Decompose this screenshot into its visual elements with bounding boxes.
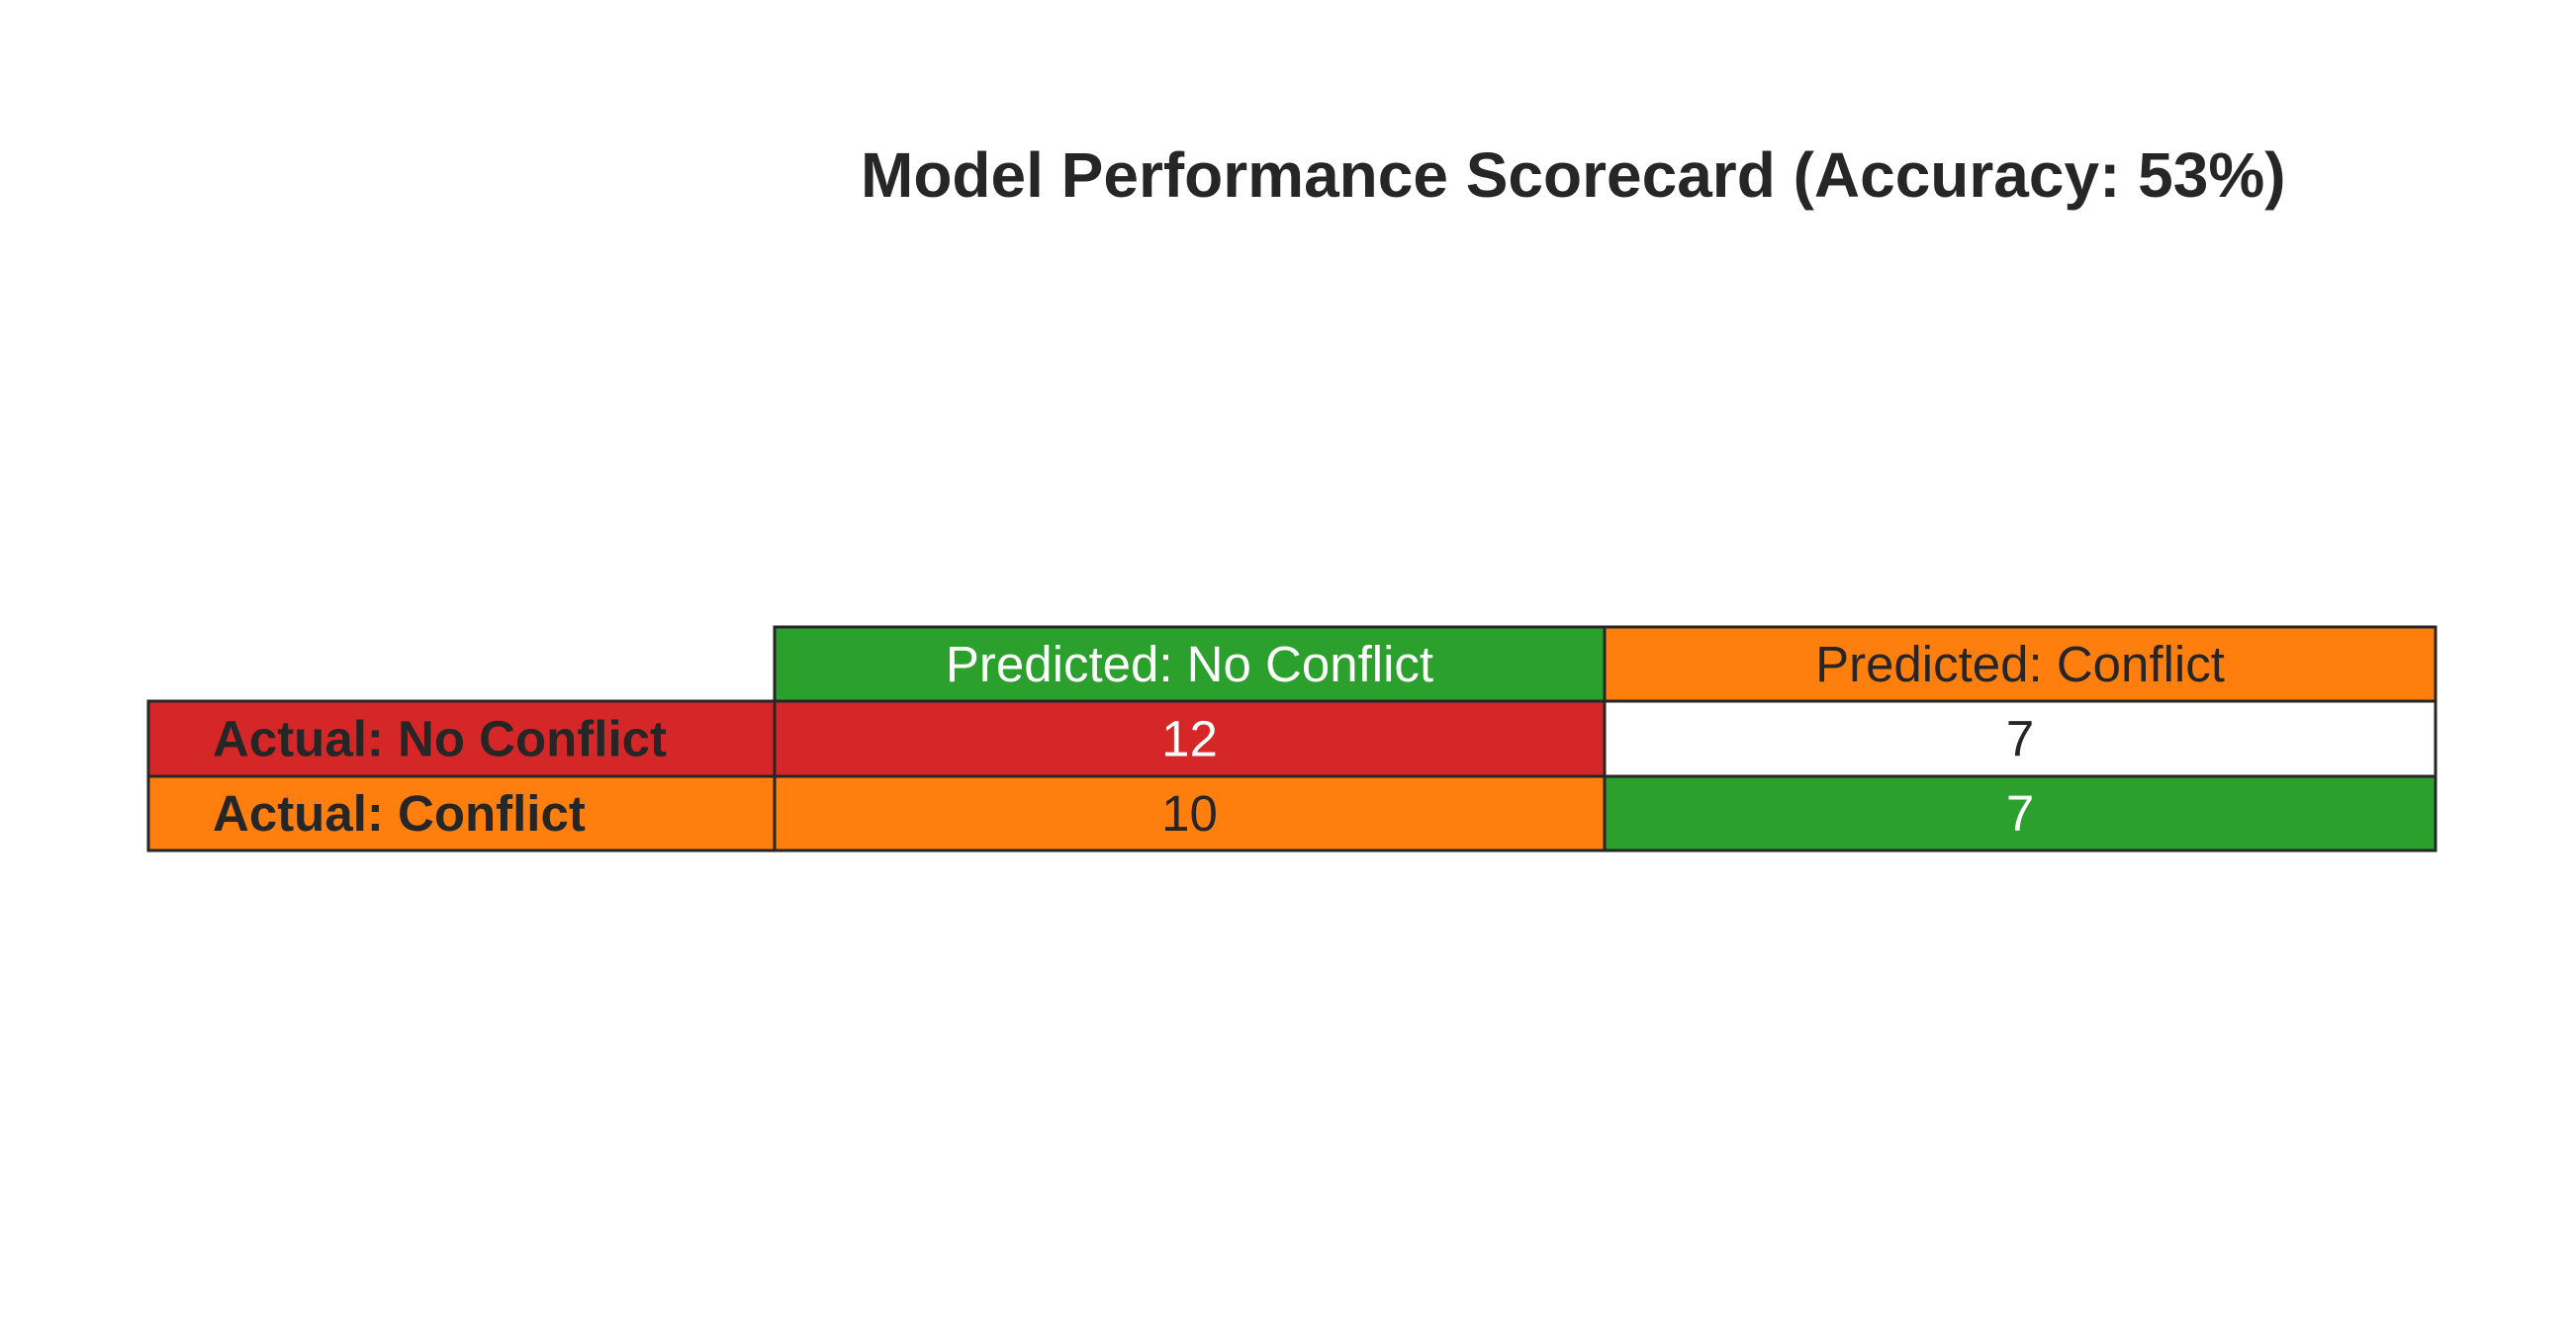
- value-label: 12: [1161, 711, 1218, 767]
- row-label: Actual: Conflict: [213, 785, 586, 842]
- column-header-label: Predicted: Conflict: [1815, 636, 2225, 692]
- value-cell: [1603, 774, 2438, 852]
- row-label-cell: [146, 774, 777, 852]
- row-label: Actual: No Conflict: [213, 711, 667, 767]
- value-label: 7: [2006, 711, 2034, 767]
- row-label-cell: [146, 699, 777, 778]
- value-label: 7: [2006, 785, 2034, 842]
- column-header-cell: [1603, 625, 2438, 703]
- column-header-label: Predicted: No Conflict: [946, 636, 1433, 692]
- column-header-cell: [773, 625, 1607, 703]
- value-label: 10: [1161, 785, 1218, 842]
- chart-title: Model Performance Scorecard (Accuracy: 5…: [861, 139, 2286, 211]
